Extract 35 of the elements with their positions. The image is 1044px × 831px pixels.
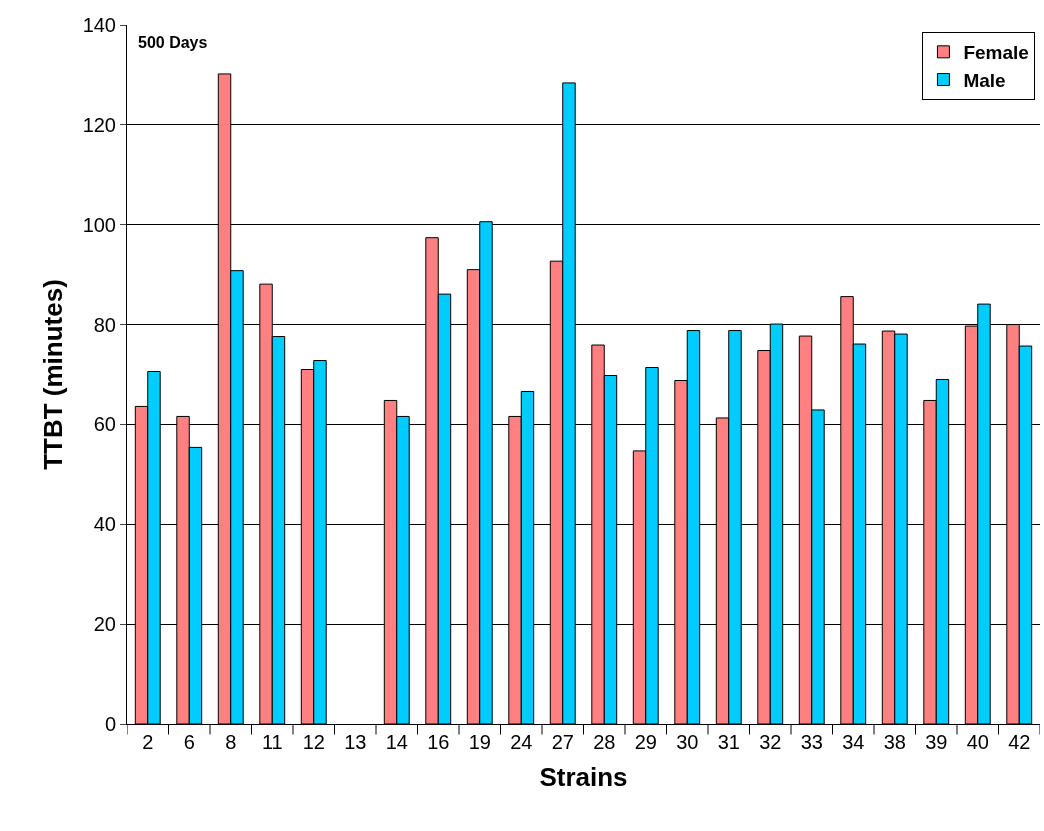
x-tick-label: 31 — [717, 731, 740, 753]
y-axis-title: TTBT (minutes) — [38, 279, 69, 470]
x-tick-label: 16 — [427, 731, 450, 753]
x-tick-label: 34 — [842, 731, 865, 753]
y-tick-label: 100 — [82, 213, 116, 236]
x-tick-label: 12 — [302, 731, 325, 753]
x-tick-label: 33 — [800, 731, 823, 753]
x-tick-label: 28 — [593, 731, 616, 753]
y-tick-label: 0 — [104, 713, 116, 735]
x-axis-title: Strains — [539, 761, 628, 792]
x-tick-label: 11 — [261, 731, 283, 753]
x-tick-label: 40 — [966, 731, 989, 753]
x-tick-label: 38 — [883, 731, 906, 753]
x-tick-label: 14 — [385, 731, 408, 753]
x-tick-label: 29 — [634, 731, 657, 753]
legend-label: Female — [963, 42, 1029, 64]
x-tick-label: 8 — [225, 731, 237, 753]
annotation: 500 Days — [138, 34, 208, 51]
x-tick-label: 13 — [344, 731, 367, 753]
y-tick-label: 80 — [93, 313, 116, 336]
x-tick-label: 6 — [183, 731, 195, 753]
y-tick-label: 60 — [93, 413, 116, 436]
y-tick-label: 40 — [93, 513, 116, 536]
x-tick-label: 27 — [551, 731, 574, 753]
x-tick-label: 39 — [925, 731, 948, 753]
x-tick-label: 30 — [676, 731, 699, 753]
x-tick-label: 32 — [759, 731, 782, 753]
x-tick-label: 42 — [1008, 731, 1031, 753]
x-tick-label: 24 — [510, 731, 533, 753]
x-tick-label: 19 — [468, 731, 491, 753]
y-tick-label: 120 — [82, 113, 116, 136]
y-tick-label: 20 — [93, 613, 116, 636]
y-tick-label: 140 — [82, 14, 116, 36]
x-tick-label: 2 — [142, 731, 154, 753]
legend-label: Male — [963, 69, 1006, 91]
